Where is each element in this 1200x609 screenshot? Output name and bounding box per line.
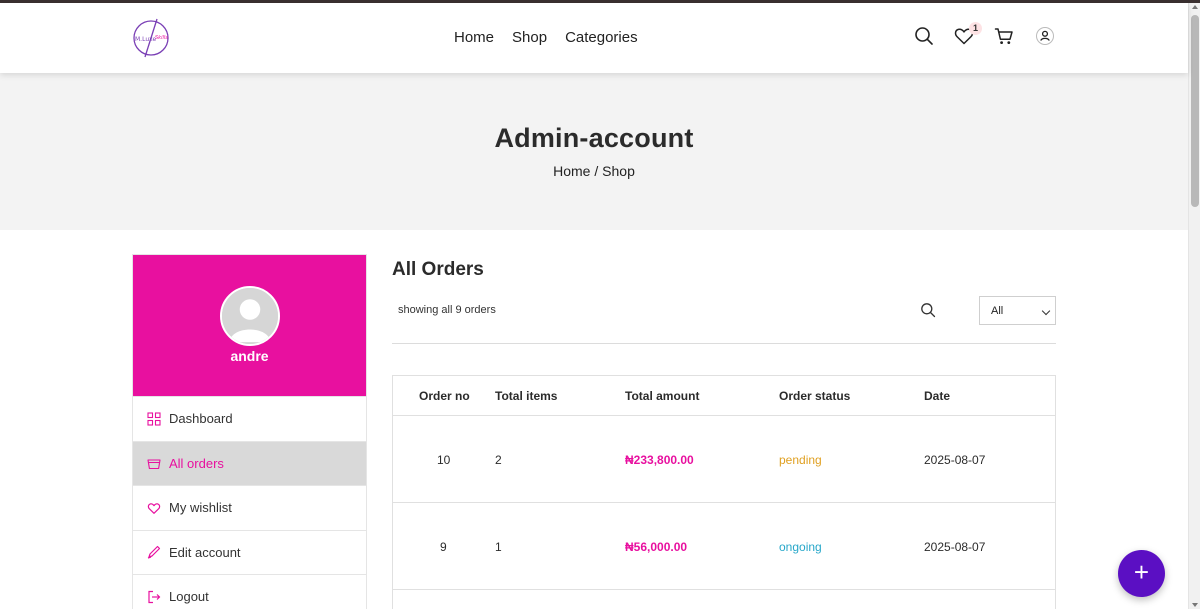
order-number: 9 bbox=[440, 540, 447, 554]
wishlist-count-badge: 1 bbox=[969, 22, 982, 35]
column-header: Order status bbox=[779, 389, 851, 403]
breadcrumb-shop[interactable]: Shop bbox=[602, 163, 635, 179]
site-header: M.Luxe Skills Home Shop Categories 1 bbox=[0, 3, 1188, 73]
window-top-border bbox=[0, 0, 1200, 3]
sidebar-item-all-orders[interactable]: All orders bbox=[133, 440, 366, 485]
column-header: Order no bbox=[419, 389, 470, 403]
page-scrollbar[interactable] bbox=[1188, 3, 1200, 609]
section-title: All Orders bbox=[392, 259, 484, 280]
order-date: 2025-08-07 bbox=[924, 540, 986, 554]
svg-text:M.Luxe: M.Luxe bbox=[135, 36, 156, 43]
page-title: Admin-account bbox=[494, 123, 694, 153]
cart-icon[interactable] bbox=[993, 25, 1015, 47]
table-row[interactable]: 9 1 ₦56,000.00 ongoing 2025-08-07 bbox=[393, 503, 1055, 590]
total-amount: ₦56,000.00 bbox=[625, 540, 688, 554]
total-items: 2 bbox=[495, 453, 502, 467]
sidebar-item-label: Logout bbox=[169, 589, 209, 605]
main-nav: Home Shop Categories bbox=[454, 29, 638, 46]
avatar bbox=[220, 286, 280, 346]
orders-panel: All Orders showing all 9 orders All Orde… bbox=[392, 254, 1056, 609]
add-button[interactable]: + bbox=[1118, 550, 1165, 597]
order-status: ongoing bbox=[779, 540, 822, 554]
svg-text:Skills: Skills bbox=[155, 35, 168, 41]
sidebar-item-label: All orders bbox=[169, 455, 224, 471]
pencil-icon bbox=[147, 545, 161, 559]
search-icon[interactable] bbox=[913, 25, 935, 47]
logout-icon bbox=[147, 590, 161, 604]
breadcrumb-separator: / bbox=[594, 163, 599, 179]
breadcrumb: Home / Shop bbox=[0, 163, 1188, 179]
search-icon[interactable] bbox=[920, 302, 936, 318]
orders-table: Order no Total items Total amount Order … bbox=[392, 375, 1056, 609]
divider bbox=[392, 343, 1056, 344]
nav-shop[interactable]: Shop bbox=[512, 29, 548, 46]
total-amount: ₦233,800.00 bbox=[625, 453, 694, 467]
sidebar-item-label: Dashboard bbox=[169, 411, 233, 427]
scroll-down-arrow[interactable] bbox=[1192, 603, 1198, 607]
sidebar-item-edit-account[interactable]: Edit account bbox=[133, 529, 366, 575]
basket-icon bbox=[147, 456, 161, 470]
sidebar-item-label: My wishlist bbox=[169, 500, 232, 516]
scroll-thumb[interactable] bbox=[1191, 15, 1199, 207]
column-header: Total amount bbox=[625, 389, 700, 403]
column-header: Total items bbox=[495, 389, 558, 403]
account-sidebar: andre Dashboard All orders My wishlist E… bbox=[132, 254, 367, 609]
table-header: Order no Total items Total amount Order … bbox=[393, 376, 1055, 416]
scroll-up-arrow[interactable] bbox=[1192, 5, 1198, 9]
profile-card: andre bbox=[133, 255, 366, 396]
status-filter-value: All bbox=[991, 304, 1004, 317]
sidebar-item-logout[interactable]: Logout bbox=[133, 574, 366, 609]
sidebar-item-label: Edit account bbox=[169, 544, 241, 560]
nav-categories[interactable]: Categories bbox=[565, 29, 638, 46]
column-header: Date bbox=[924, 389, 951, 403]
table-row[interactable]: 10 2 ₦233,800.00 pending 2025-08-07 bbox=[393, 416, 1055, 503]
total-items: 1 bbox=[495, 540, 502, 554]
nav-home[interactable]: Home bbox=[454, 29, 495, 46]
order-date: 2025-08-07 bbox=[924, 453, 986, 467]
order-status: pending bbox=[779, 453, 822, 467]
breadcrumb-home[interactable]: Home bbox=[553, 163, 591, 179]
user-icon[interactable] bbox=[1034, 25, 1056, 47]
chevron-down-icon bbox=[1041, 306, 1051, 316]
dashboard-icon bbox=[147, 412, 161, 426]
sidebar-item-dashboard[interactable]: Dashboard bbox=[133, 396, 366, 441]
order-number: 10 bbox=[437, 453, 451, 467]
orders-count-text: showing all 9 orders bbox=[398, 304, 496, 316]
page-banner: Admin-account Home / Shop bbox=[0, 73, 1188, 230]
username: andre bbox=[230, 348, 269, 364]
status-filter-select[interactable]: All bbox=[979, 296, 1056, 325]
site-logo[interactable]: M.Luxe Skills bbox=[131, 17, 173, 59]
sidebar-item-wishlist[interactable]: My wishlist bbox=[133, 485, 366, 530]
heart-icon bbox=[147, 501, 161, 515]
